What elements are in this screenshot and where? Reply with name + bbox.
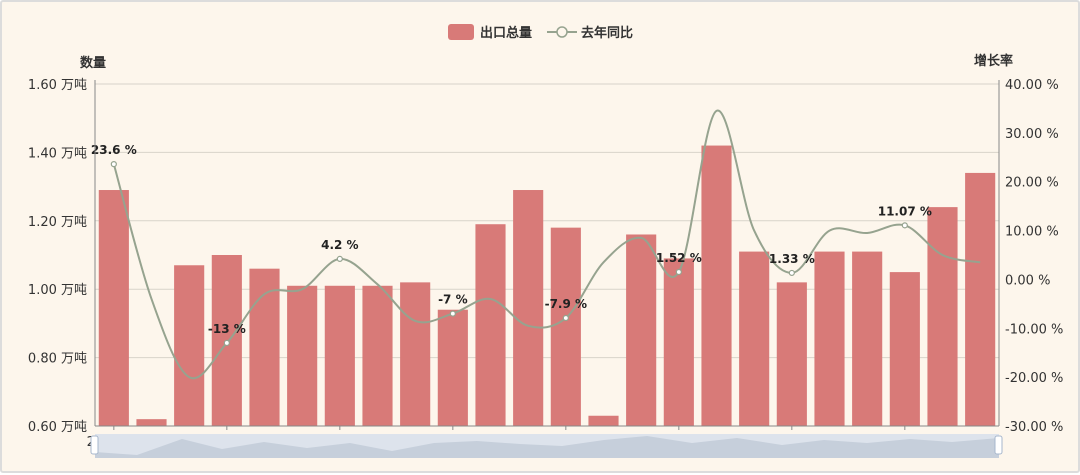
line-point[interactable] [675, 268, 682, 276]
bar[interactable] [249, 268, 280, 426]
left-tick-label: 0.60 万吨 [28, 420, 87, 435]
data-zoom-handle-left[interactable] [90, 435, 99, 455]
bar[interactable] [98, 190, 129, 426]
line-point[interactable] [901, 222, 908, 229]
line-point[interactable] [110, 161, 117, 168]
bar[interactable] [136, 419, 167, 426]
legend[interactable]: 出口总量 去年同比 [448, 24, 633, 41]
data-labels: 23.6 % -13 % 4.2 % -7 % -7.9 % 1.52 % 1.33 % 11… [91, 143, 932, 336]
left-tick-label: 1.60 万吨 [28, 78, 87, 93]
line-data-label: -7 % [438, 293, 468, 307]
bar[interactable] [776, 282, 807, 426]
bar[interactable] [362, 285, 393, 426]
left-axis-title: 数量 [80, 55, 106, 71]
line-point[interactable] [562, 314, 569, 322]
bar[interactable] [889, 272, 920, 426]
left-tick-label: 0.80 万吨 [28, 352, 87, 367]
right-tick-label: 30.00 % [1005, 127, 1059, 142]
legend-bar-label[interactable]: 出口总量 [480, 25, 532, 41]
legend-line-marker[interactable] [556, 26, 568, 38]
left-tick-label: 1.00 万吨 [28, 283, 87, 298]
bar[interactable] [927, 207, 958, 426]
bar[interactable] [701, 145, 732, 426]
bar[interactable] [437, 309, 468, 426]
bar[interactable] [814, 251, 845, 426]
line-data-label: 4.2 % [321, 238, 358, 252]
legend-bar-swatch[interactable] [448, 24, 474, 40]
line-point[interactable] [449, 310, 456, 317]
right-axis-title: 增长率 [974, 53, 1013, 69]
bar[interactable] [852, 251, 883, 426]
right-tick-label: -10.00 % [1005, 322, 1063, 337]
bar[interactable] [324, 285, 355, 426]
legend-line-label[interactable]: 去年同比 [581, 25, 633, 41]
line-data-label: 11.07 % [878, 204, 932, 218]
line-data-label: 1.33 % [769, 252, 815, 266]
bar[interactable] [588, 415, 619, 426]
line-series [110, 109, 981, 380]
data-zoom-slider[interactable] [90, 434, 1003, 458]
right-tick-label: -30.00 % [1005, 420, 1063, 435]
right-tick-label: 20.00 % [1005, 176, 1059, 191]
left-tick-label: 1.40 万吨 [28, 146, 87, 161]
line-point[interactable] [788, 269, 795, 277]
right-tick-label: 0.00 % [1005, 273, 1050, 288]
line-point[interactable] [223, 339, 230, 347]
bar[interactable] [739, 251, 770, 426]
right-tick-label: 10.00 % [1005, 225, 1059, 240]
line-data-label: 23.6 % [91, 143, 137, 157]
bar[interactable] [174, 265, 205, 426]
left-tick-label: 1.20 万吨 [28, 215, 87, 230]
right-tick-label: 40.00 % [1005, 78, 1059, 93]
bar[interactable] [626, 234, 657, 426]
bar[interactable] [513, 190, 544, 426]
bar[interactable] [663, 258, 694, 426]
right-tick-label: -20.00 % [1005, 371, 1063, 386]
yoy-line[interactable] [112, 109, 981, 380]
bar[interactable] [550, 227, 581, 426]
bar[interactable] [287, 285, 318, 426]
bar[interactable] [475, 224, 506, 426]
line-data-label: -13 % [208, 322, 246, 336]
bar-series [98, 145, 996, 426]
bar[interactable] [400, 282, 431, 426]
data-zoom-shadow [95, 436, 999, 458]
line-data-label: 1.52 % [656, 251, 702, 265]
bar[interactable] [965, 172, 996, 426]
line-data-label: -7.9 % [545, 297, 587, 311]
line-point[interactable] [336, 255, 343, 263]
data-zoom-handle-right[interactable] [994, 435, 1003, 455]
